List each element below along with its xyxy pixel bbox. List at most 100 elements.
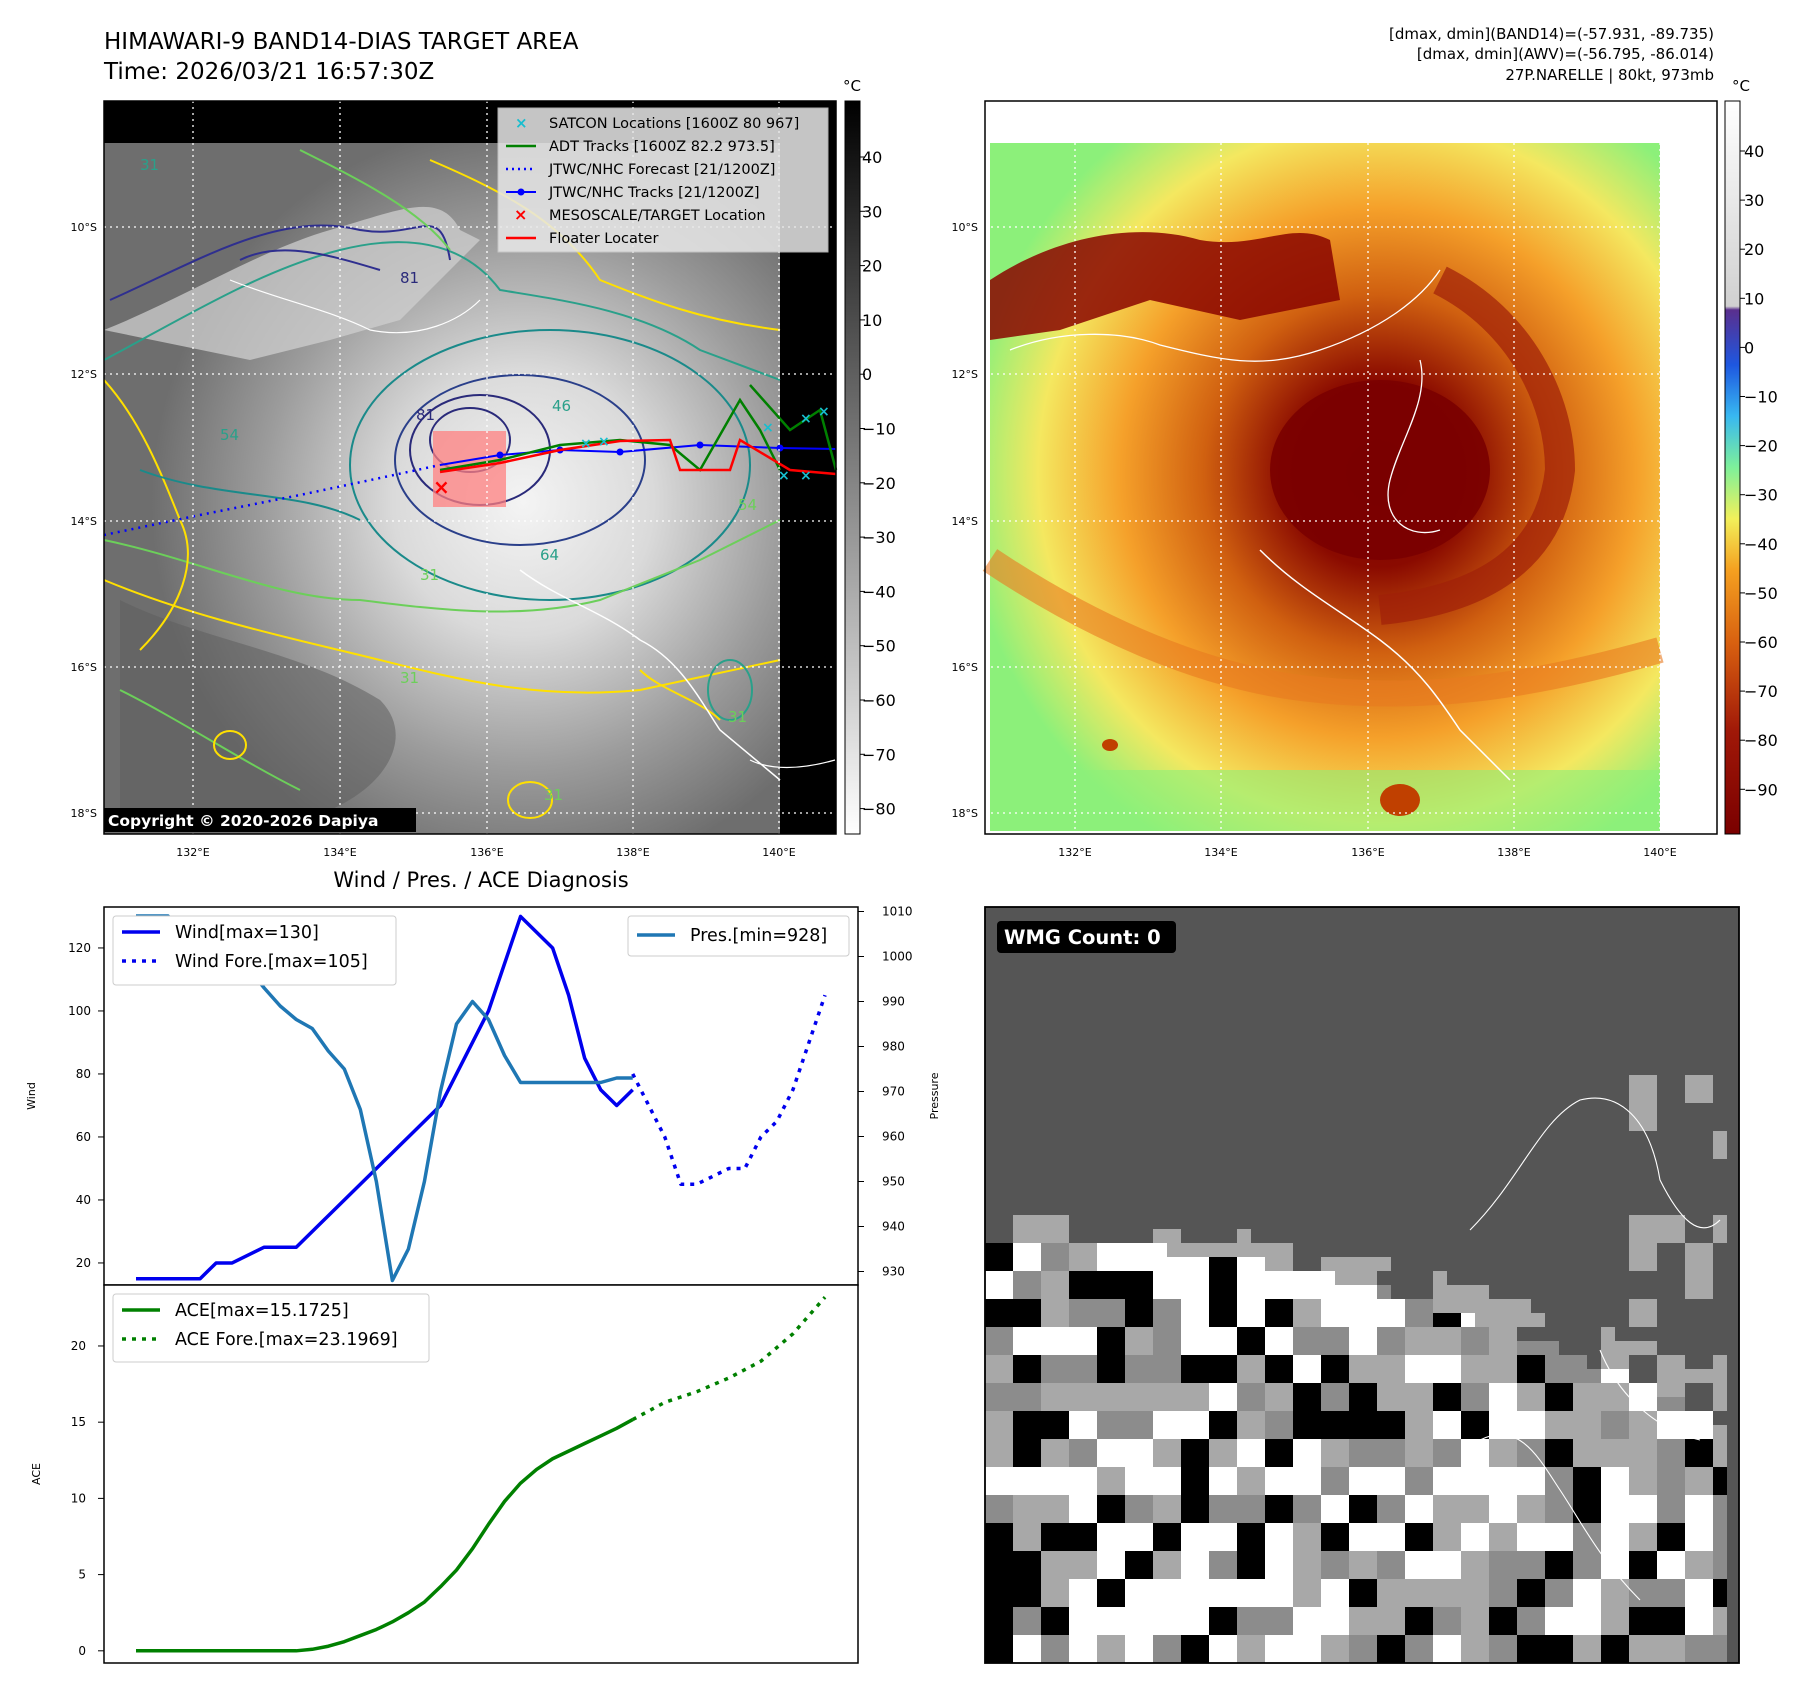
color-colorbar-tick: −20: [1744, 437, 1778, 456]
copyright-badge: Copyright © 2020-2026 Dapiya: [108, 812, 378, 830]
legend-ace-fore: ACE Fore.[max=23.1969]: [175, 1330, 398, 1350]
color-colorbar-tick: 0: [1744, 338, 1754, 357]
pressure-tick: 1000: [882, 950, 913, 964]
series-ace: [136, 1418, 634, 1653]
ir-colorbar: °C 40 30 20 10 0 −10 −20 −30 −40 −50 −60 −70 −80: [843, 77, 896, 835]
pressure-tick: 1010: [882, 905, 913, 919]
ir-colorbar-tick: −50: [862, 637, 896, 656]
wind-tick: 40: [76, 1193, 91, 1207]
lon-label: 136°E: [470, 846, 503, 859]
ir-colorbar-tick: −60: [862, 691, 896, 710]
color-colorbar-tick: −10: [1744, 388, 1778, 407]
series-wind: [136, 914, 634, 1281]
pressure-tick: 940: [882, 1220, 905, 1234]
info-band14: [dmax, dmin](BAND14)=(-57.931, -89.735): [1389, 25, 1714, 43]
ace-axis-label: ACE: [30, 1463, 43, 1485]
color-colorbar-tick: −30: [1744, 486, 1778, 505]
color-colorbar-tick: −80: [1744, 731, 1778, 750]
color-colorbar-tick: −70: [1744, 682, 1778, 701]
ir-colorbar-tick: −80: [862, 800, 896, 819]
lon-label: 140°E: [762, 846, 795, 859]
wind-axis-label: Wind: [25, 1082, 38, 1110]
lat-label: 12°S: [71, 368, 97, 381]
lat-label: 18°S: [71, 807, 97, 820]
svg-text:×: ×: [778, 468, 790, 484]
lon-label: 138°E: [1497, 846, 1530, 859]
pressure-axis-label: Pressure: [928, 1072, 941, 1119]
legend-pressure: Pres.[min=928]: [690, 926, 827, 946]
series-ace-fore-: [631, 1296, 827, 1422]
legend-ace: ACE[max=15.1725]: [175, 1301, 349, 1321]
lon-label: 132°E: [176, 846, 209, 859]
lon-label: 136°E: [1351, 846, 1384, 859]
legend-wind-fore: Wind Fore.[max=105]: [175, 952, 368, 972]
pressure-legend: Pres.[min=928]: [627, 915, 850, 957]
lon-label: 140°E: [1643, 846, 1676, 859]
wmg-panel: WMG Count: 0: [984, 906, 1740, 1664]
color-colorbar: °C 40 30 20 10 0 −10 −20 −30 −40 −50 −60 −70 −80 −90: [1724, 77, 1778, 835]
pressure-tick: 980: [882, 1040, 905, 1054]
contour-label: 46: [552, 397, 571, 415]
color-colorbar-tick: 40: [1744, 142, 1764, 161]
lat-label: 18°S: [952, 807, 978, 820]
ace-tick: 20: [71, 1339, 86, 1353]
legend-forecast: JTWC/NHC Forecast [21/1200Z]: [548, 162, 775, 178]
lat-label: 10°S: [952, 221, 978, 234]
svg-text:×: ×: [580, 436, 592, 452]
wind-tick: 20: [76, 1256, 91, 1270]
diag-title: Wind / Pres. / ACE Diagnosis: [333, 868, 628, 892]
figure-time: Time: 2026/03/21 16:57:30Z: [103, 59, 434, 85]
ir-colorbar-tick: −10: [862, 420, 896, 439]
lat-label: 14°S: [952, 515, 978, 528]
contour-label: 31: [400, 669, 419, 687]
wind-tick: 100: [68, 1004, 91, 1018]
color-colorbar-tick: −60: [1744, 633, 1778, 652]
wmg-count: WMG Count: 0: [1004, 926, 1161, 949]
svg-text:×: ×: [818, 404, 830, 420]
lat-label: 16°S: [952, 661, 978, 674]
svg-text:×: ×: [433, 475, 450, 499]
legend-wind: Wind[max=130]: [175, 923, 319, 943]
ir-map-panel: × ××× ×× × × 81 81 31 46 54 64 31 54 31 31 …: [103, 100, 838, 835]
legend-tracks: JTWC/NHC Tracks [21/1200Z]: [548, 185, 760, 201]
wind-tick: 80: [76, 1067, 91, 1081]
wind-tick: 120: [68, 941, 91, 955]
wind-tick: 60: [76, 1130, 91, 1144]
ir-colorbar-tick: 0: [862, 365, 872, 384]
legend-satcon: SATCON Locations [1600Z 80 967]: [549, 116, 799, 132]
svg-text:×: ×: [800, 468, 812, 484]
info-storm: 27P.NARELLE | 80kt, 973mb: [1505, 66, 1714, 84]
pressure-tick: 960: [882, 1130, 905, 1144]
lon-label: 132°E: [1058, 846, 1091, 859]
contour-label: 54: [220, 426, 239, 444]
ir-colorbar-tick: −70: [862, 745, 896, 764]
color-colorbar-tick: −40: [1744, 535, 1778, 554]
wmg-badge-bg: [997, 921, 1176, 953]
lon-label: 134°E: [323, 846, 356, 859]
ace-tick: 5: [78, 1568, 86, 1582]
svg-text:×: ×: [800, 411, 812, 427]
color-map-panel: [982, 100, 1718, 835]
ir-colorbar-tick: −20: [862, 474, 896, 493]
contour-label: 81: [416, 406, 435, 424]
ace-tick: 0: [78, 1644, 86, 1658]
ir-colorbar-tick: 40: [862, 148, 882, 167]
contour-label: 31: [544, 786, 563, 804]
contour-label: 81: [400, 269, 419, 287]
lon-label: 138°E: [616, 846, 649, 859]
wind-legend: Wind[max=130] Wind Fore.[max=105]: [112, 915, 397, 986]
lon-label: 134°E: [1204, 846, 1237, 859]
ir-colorbar-tick: −40: [862, 582, 896, 601]
lat-label: 10°S: [71, 221, 97, 234]
series-wind-fore-: [631, 994, 827, 1186]
color-colorbar-unit: °C: [1732, 77, 1750, 95]
ir-colorbar-tick: 10: [862, 311, 882, 330]
pressure-tick: 970: [882, 1085, 905, 1099]
ir-colorbar-tick: −30: [862, 528, 896, 547]
pressure-tick: 930: [882, 1265, 905, 1279]
svg-text:×: ×: [762, 420, 774, 436]
contour-label: 64: [540, 546, 559, 564]
color-colorbar-tick: 30: [1744, 191, 1764, 210]
color-colorbar-tick: −90: [1744, 780, 1778, 799]
